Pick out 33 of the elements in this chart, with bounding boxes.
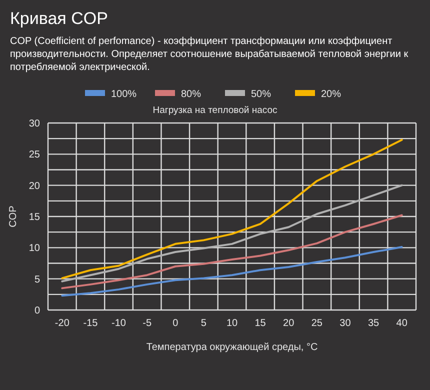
x-tick-label: 30 [340, 318, 352, 329]
y-tick-label: 5 [34, 274, 40, 286]
x-tick-label: -15 [83, 318, 98, 329]
y-tick-label: 15 [28, 212, 40, 223]
x-tick-label: -5 [142, 318, 152, 329]
y-tick-label: 30 [28, 118, 40, 130]
legend-label: 80% [181, 89, 202, 100]
y-tick-label: 25 [28, 150, 40, 161]
line-series [61, 214, 403, 290]
x-tick-label: 0 [172, 318, 179, 329]
x-tick-label: -20 [54, 318, 70, 329]
chart-title: Кривая COP [10, 9, 108, 28]
x-tick-label: 10 [226, 318, 238, 329]
y-tick-label: 10 [28, 243, 40, 254]
x-tick-label: 5 [200, 318, 207, 329]
chart-subtitle: COP (Coefficient of perfomance) - коэффициент трансформации или коэффициент производительности. Определяет соотношение вырабатываемой тепловой энергии к потребляемой электрической. [10, 36, 409, 73]
legend-label: 100% [111, 89, 137, 100]
x-axis-title: Температура окружающей среды, °C [146, 342, 318, 353]
y-tick-label: 20 [28, 180, 40, 192]
x-tick-label: 25 [311, 318, 323, 329]
legend-title: Нагрузка на тепловой насос [152, 105, 278, 116]
line-series [61, 246, 403, 297]
x-tick-label: -10 [112, 318, 126, 329]
y-axis-title: COP [8, 205, 19, 228]
x-tick-label: 15 [254, 318, 266, 329]
line-series [61, 138, 403, 280]
legend-label: 50% [251, 89, 272, 100]
legend-label: 20% [321, 89, 342, 100]
line-series [61, 184, 403, 282]
x-tick-label: 20 [283, 318, 295, 329]
x-tick-label: 40 [396, 318, 408, 329]
x-tick-label: 35 [368, 318, 380, 329]
y-tick-label: 0 [34, 306, 40, 316]
